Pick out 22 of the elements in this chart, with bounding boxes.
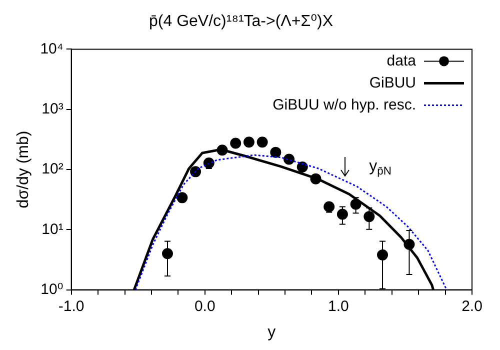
y-tick-label: 10¹ bbox=[42, 220, 64, 238]
point bbox=[243, 136, 254, 148]
legend-label: GiBUU w/o hyp. resc. bbox=[272, 96, 416, 114]
point bbox=[270, 146, 282, 158]
x-tick-label: -1.0 bbox=[58, 298, 84, 315]
legend-label: data bbox=[386, 52, 417, 70]
y-tick-label: 10³ bbox=[42, 100, 64, 118]
x-tick-label: 0.0 bbox=[194, 298, 216, 315]
x-tick-label: 2.0 bbox=[462, 298, 482, 315]
point bbox=[284, 154, 295, 165]
x-tick-label: 1.0 bbox=[328, 298, 349, 315]
point bbox=[162, 248, 173, 260]
point bbox=[230, 138, 242, 149]
point bbox=[256, 136, 268, 148]
y-tick-label: 10⁰ bbox=[40, 280, 64, 298]
y-axis-title: dσ/dy (mb) bbox=[15, 130, 32, 208]
x-axis-title: y bbox=[268, 324, 276, 341]
legend-label: GiBUU bbox=[369, 74, 416, 92]
point bbox=[296, 162, 308, 173]
y-tick-label: 10² bbox=[42, 160, 64, 178]
chart-title: p̄(4 GeV/c)¹⁸¹Ta->(Λ+Σ⁰)X bbox=[149, 13, 334, 30]
y-tick-label: 10⁴ bbox=[40, 40, 64, 58]
